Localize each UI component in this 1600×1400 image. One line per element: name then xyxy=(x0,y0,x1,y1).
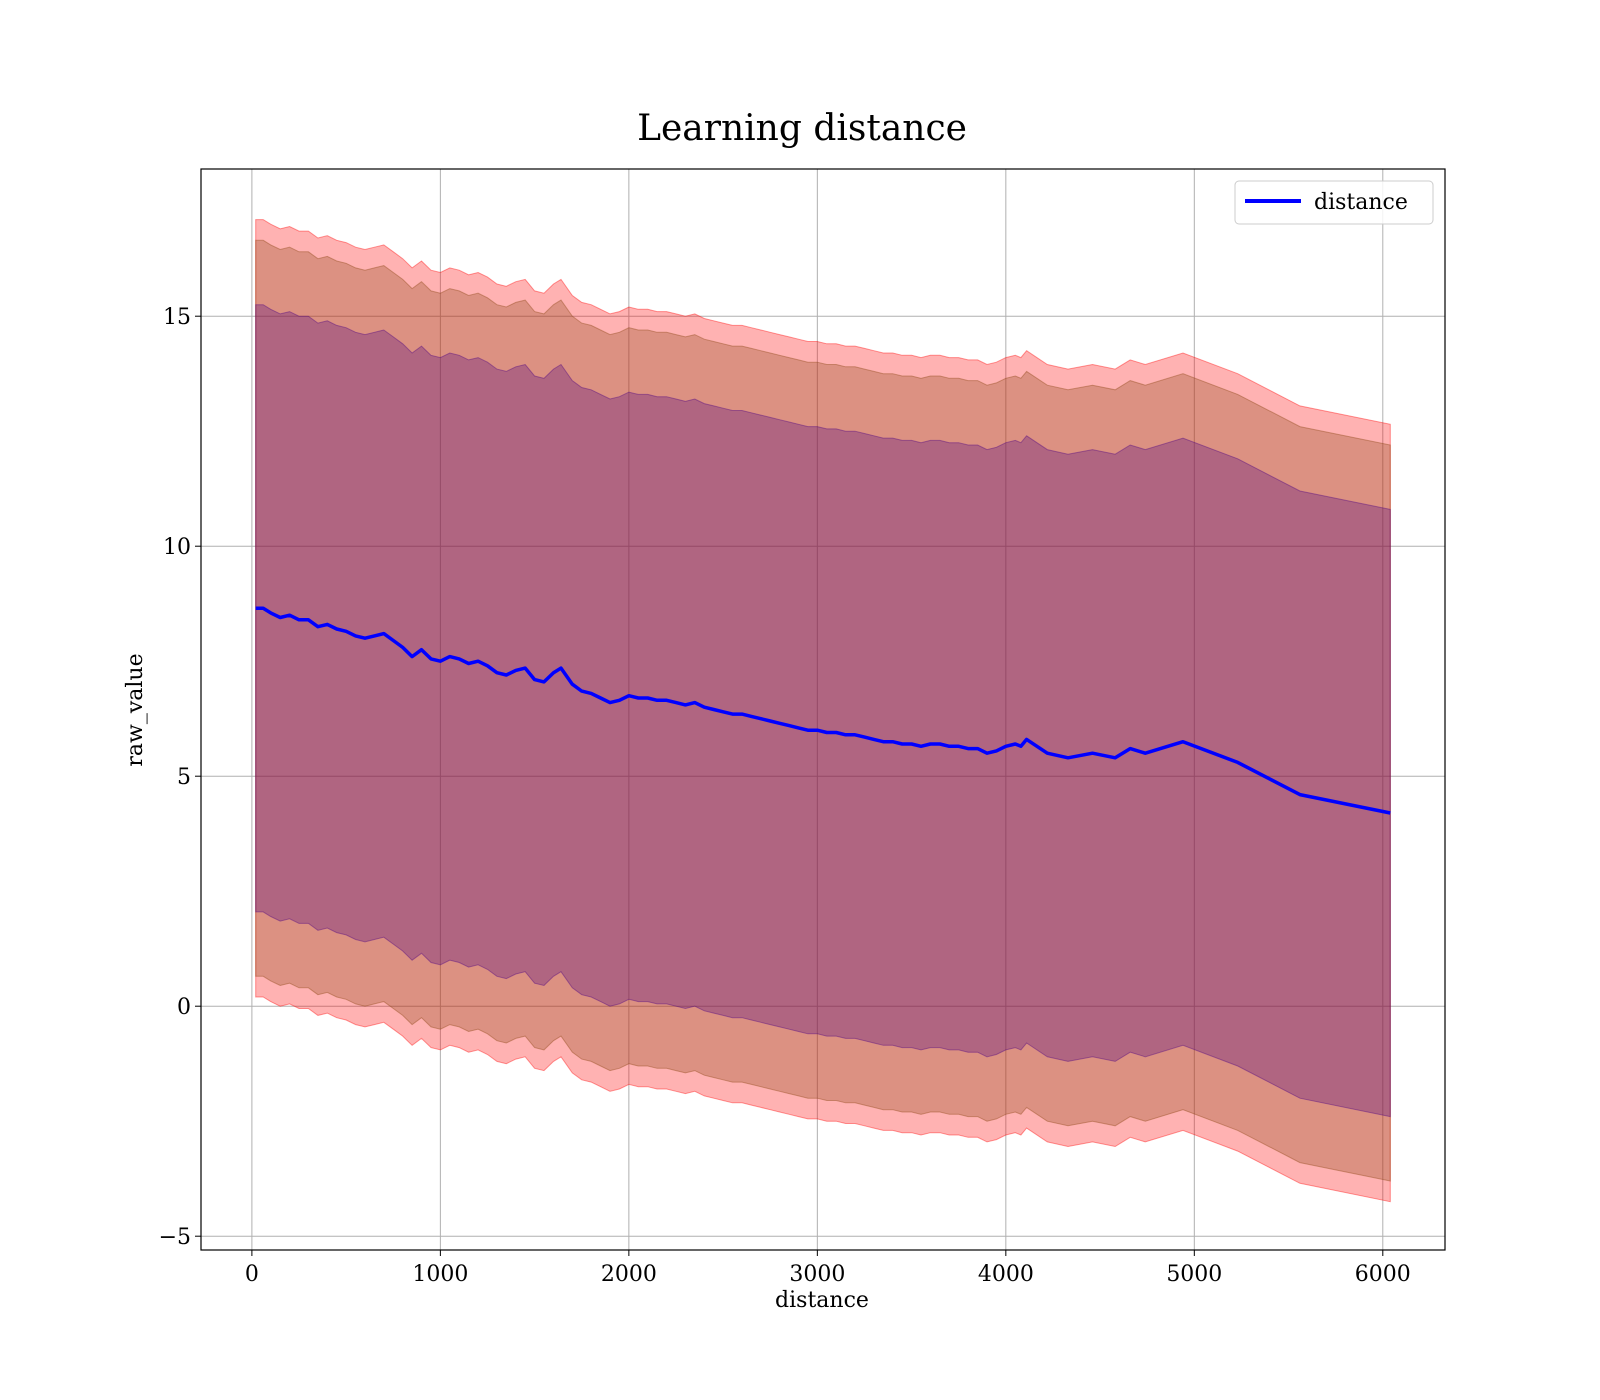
band-3 xyxy=(255,304,1391,1118)
legend-box xyxy=(1234,180,1434,225)
band-2 xyxy=(255,239,1391,1182)
x-tick-label: 4000 xyxy=(978,1262,1034,1287)
x-tick-label: 3000 xyxy=(789,1262,845,1287)
x-axis-label: distance xyxy=(775,1288,869,1313)
series-lines xyxy=(255,606,1391,815)
legend-label: distance xyxy=(1314,190,1408,215)
chart-title: Learning distance xyxy=(637,108,967,149)
x-tick-label: 0 xyxy=(245,1262,259,1287)
x-tick-label: 6000 xyxy=(1355,1262,1411,1287)
y-axis-label: raw_value xyxy=(123,653,148,766)
x-tick-label: 2000 xyxy=(601,1262,657,1287)
ticks: 0 1000 2000 3000 4000 5000 6000 −5 0 5 10 15 xyxy=(159,305,1411,1287)
y-tick-label: 10 xyxy=(163,535,191,560)
y-tick-label: 5 xyxy=(177,765,191,790)
y-tick-label: −5 xyxy=(159,1225,191,1250)
grid xyxy=(201,169,1445,1250)
series-line-distance xyxy=(255,606,1391,815)
legend: distance xyxy=(1234,180,1434,225)
x-tick-label: 5000 xyxy=(1166,1262,1222,1287)
plot-frame xyxy=(200,168,1446,1251)
x-tick-label: 1000 xyxy=(412,1262,468,1287)
bands xyxy=(255,219,1391,1203)
y-tick-label: 0 xyxy=(177,995,191,1020)
y-tick-label: 15 xyxy=(163,305,191,330)
band-1 xyxy=(255,219,1391,1203)
